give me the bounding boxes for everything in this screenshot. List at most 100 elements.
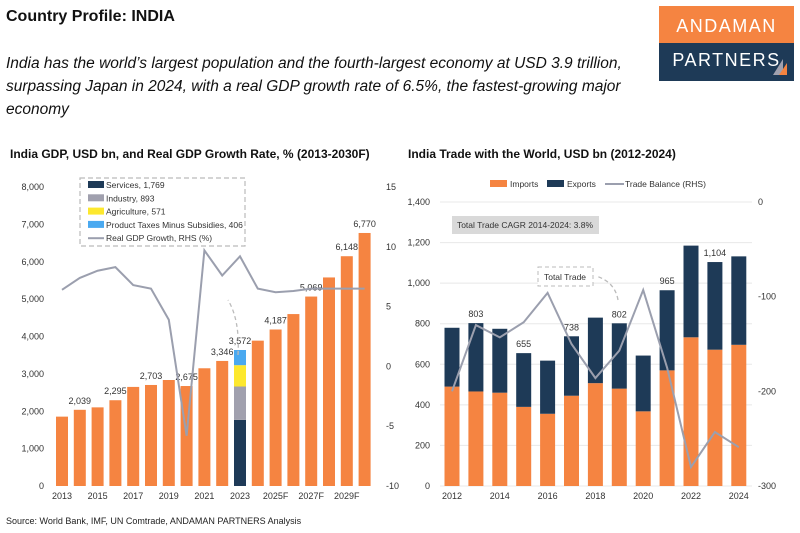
gdp-bar — [109, 400, 122, 486]
data-label: 1,104 — [704, 248, 727, 258]
gdp-bar — [198, 368, 211, 486]
exports-bar — [683, 245, 699, 338]
y-tick-label: 0 — [39, 481, 44, 491]
gdp-2023-segment — [234, 386, 246, 420]
data-label: 2,675 — [175, 372, 198, 382]
imports-bar — [516, 406, 532, 486]
y-tick-label: 1,000 — [407, 278, 430, 288]
y-tick-label: 1,000 — [21, 444, 44, 454]
y-tick-label: 2,000 — [21, 406, 44, 416]
legend-swatch — [88, 181, 104, 188]
imports-bar — [611, 388, 627, 486]
y2-tick-label: -300 — [758, 481, 776, 491]
legend-label: Imports — [510, 179, 538, 189]
x-tick-label: 2021 — [194, 491, 214, 501]
exports-bar — [707, 262, 723, 350]
y2-tick-label: -5 — [386, 421, 394, 431]
y-tick-label: 6,000 — [21, 257, 44, 267]
chart-title: India Trade with the World, USD bn (2012… — [408, 147, 676, 161]
exports-bar — [468, 323, 484, 392]
y-tick-label: 600 — [415, 359, 430, 369]
callout-arrow — [595, 275, 619, 301]
gdp-2023-segment — [234, 349, 246, 366]
cagr-annotation: Total Trade CAGR 2014-2024: 3.8% — [457, 220, 594, 230]
data-label: 2,039 — [69, 396, 92, 406]
gdp-bar — [358, 232, 371, 486]
legend-swatch — [547, 180, 564, 187]
data-label: 655 — [516, 339, 531, 349]
exports-bar — [731, 256, 747, 345]
y2-tick-label: 5 — [386, 302, 391, 312]
data-label: 965 — [660, 276, 675, 286]
gdp-bar — [73, 409, 86, 486]
y2-tick-label: -100 — [758, 292, 776, 302]
andaman-partners-logo: ANDAMAN PARTNERS — [659, 6, 794, 81]
data-label: 6,148 — [336, 242, 359, 252]
imports-bar — [540, 413, 556, 486]
y-tick-label: 8,000 — [21, 182, 44, 192]
gdp-bar — [56, 416, 68, 486]
legend-label: Product Taxes Minus Subsidies, 406 — [106, 220, 243, 230]
data-label: 738 — [564, 322, 579, 332]
x-tick-label: 2018 — [585, 491, 605, 501]
gdp-bar — [251, 340, 264, 486]
gdp-2023-segment — [234, 365, 246, 387]
legend-label: Exports — [567, 179, 596, 189]
y2-tick-label: 10 — [386, 242, 396, 252]
imports-bar — [587, 383, 603, 486]
legend-label: Industry, 893 — [106, 193, 155, 203]
data-label: 2,703 — [140, 371, 163, 381]
gdp-bar — [216, 360, 229, 486]
x-tick-label: 2024 — [729, 491, 749, 501]
y2-tick-label: 0 — [386, 361, 391, 371]
x-tick-label: 2017 — [123, 491, 143, 501]
imports-bar — [564, 395, 579, 486]
data-label: 4,187 — [264, 316, 287, 326]
total-trade-box — [537, 266, 594, 287]
exports-bar — [564, 336, 579, 396]
imports-bar — [492, 392, 508, 486]
callout-arrow — [227, 299, 239, 356]
x-tick-label: 2014 — [490, 491, 510, 501]
y-tick-label: 3,000 — [21, 369, 44, 379]
exports-bar — [659, 290, 675, 371]
legend-box — [79, 177, 246, 247]
gdp-bar — [127, 386, 140, 486]
y2-tick-label: -200 — [758, 386, 776, 396]
y-tick-label: 400 — [415, 400, 430, 410]
exports-bar — [444, 327, 460, 387]
x-tick-label: 2012 — [442, 491, 462, 501]
x-tick-label: 2013 — [52, 491, 72, 501]
exports-bar — [587, 317, 603, 384]
data-label: 3,572 — [229, 336, 252, 346]
logo-bottom-text: PARTNERS — [672, 50, 781, 70]
x-tick-label: 2016 — [538, 491, 558, 501]
total-trade-annotation: Total Trade — [544, 272, 586, 282]
logo-top: ANDAMAN — [659, 6, 794, 43]
y-tick-label: 200 — [415, 440, 430, 450]
data-label: 2,295 — [104, 386, 127, 396]
data-label: 6,770 — [353, 219, 376, 229]
x-tick-label: 2025F — [263, 491, 289, 501]
legend-swatch — [490, 180, 507, 187]
gdp-bar — [305, 296, 318, 486]
gdp-bar — [287, 314, 300, 486]
imports-bar — [659, 370, 675, 486]
legend-label: Trade Balance (RHS) — [625, 179, 706, 189]
y-tick-label: 4,000 — [21, 332, 44, 342]
x-tick-label: 2015 — [88, 491, 108, 501]
data-label: 803 — [468, 309, 483, 319]
trade-balance-line — [451, 287, 740, 470]
legend-swatch — [88, 207, 104, 215]
gdp-2023-segment — [234, 419, 246, 486]
imports-bar — [444, 386, 460, 486]
y-tick-label: 7,000 — [21, 219, 44, 229]
x-tick-label: 2029F — [334, 491, 360, 501]
legend-label: Real GDP Growth, RHS (%) — [106, 233, 212, 243]
y2-tick-label: 0 — [758, 197, 763, 207]
legend-label: Agriculture, 571 — [106, 207, 166, 217]
imports-bar — [468, 391, 484, 486]
exports-bar — [635, 355, 651, 412]
y2-tick-label: -10 — [386, 481, 399, 491]
